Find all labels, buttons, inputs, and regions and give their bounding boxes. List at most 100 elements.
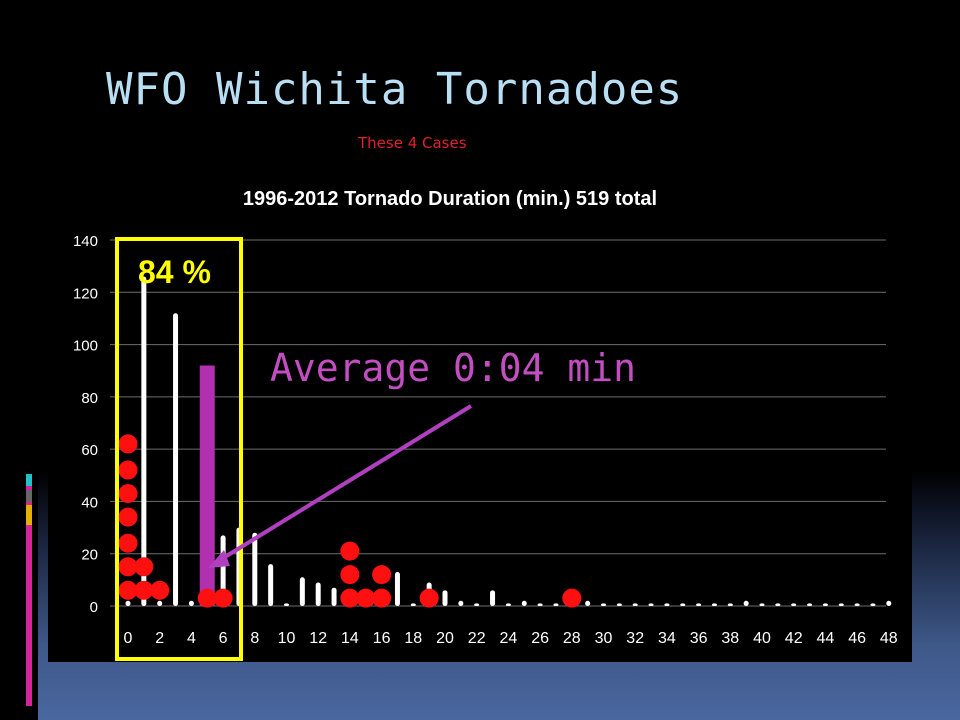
- y-tick-label: 60: [81, 442, 98, 459]
- cases-legend-label: These 4 Cases: [358, 134, 467, 152]
- x-axis-ticks: 0 2 4 6 8 10 12 14 16 18 20 22 24 26 28 30 32 34 36 38 40 42 4…: [124, 630, 898, 647]
- case-marker: [118, 580, 138, 600]
- gridlines: [110, 239, 886, 607]
- chart-canvas: 1996-2012 Tornado Duration (min.) 519 to…: [73, 188, 898, 661]
- case-marker: [213, 588, 233, 608]
- slide-title: WFO Wichita Tornadoes: [106, 64, 684, 115]
- bar: [125, 600, 131, 606]
- bar: [680, 603, 686, 606]
- case-marker: [562, 588, 582, 608]
- case-marker: [150, 580, 170, 600]
- x-tick-label: 38: [721, 630, 739, 647]
- case-marker: [134, 580, 154, 600]
- case-marker: [356, 588, 376, 608]
- bar: [141, 276, 147, 606]
- percent-callout: 84 %: [138, 254, 211, 290]
- x-tick-label: 48: [880, 630, 898, 647]
- x-tick-label: 18: [404, 630, 422, 647]
- y-tick-label: 0: [90, 599, 98, 616]
- case-marker: [118, 434, 138, 454]
- case-marker: [372, 588, 392, 608]
- case-marker: [419, 588, 439, 608]
- x-tick-label: 0: [124, 630, 133, 647]
- x-tick-label: 32: [626, 630, 644, 647]
- x-tick-label: 6: [219, 630, 228, 647]
- y-tick-label: 20: [81, 547, 98, 564]
- bar: [442, 590, 448, 606]
- case-marker: [134, 557, 154, 577]
- x-tick-label: 24: [500, 630, 518, 647]
- x-tick-label: 12: [309, 630, 327, 647]
- bar: [807, 603, 813, 606]
- bar: [743, 600, 749, 606]
- x-tick-label: 44: [817, 630, 835, 647]
- bar: [188, 600, 194, 606]
- y-tick-label: 140: [73, 233, 98, 250]
- bar: [601, 603, 606, 606]
- case-marker: [118, 557, 138, 577]
- x-tick-label: 40: [753, 630, 771, 647]
- case-marker: [197, 588, 217, 608]
- chart-title: 1996-2012 Tornado Duration (min.) 519 to…: [243, 188, 657, 210]
- case-marker: [340, 565, 360, 585]
- bar: [791, 603, 797, 606]
- bar: [505, 603, 511, 606]
- bar: [173, 313, 179, 606]
- bar: [331, 587, 337, 606]
- x-tick-label: 22: [468, 630, 486, 647]
- bar: [759, 603, 765, 606]
- average-callout: Average 0:04 min: [270, 346, 636, 390]
- y-tick-label: 80: [81, 390, 98, 407]
- bar: [315, 582, 321, 606]
- case-marker: [340, 541, 360, 561]
- case-marker: [118, 484, 138, 504]
- bar: [870, 603, 876, 606]
- bar: [616, 603, 622, 606]
- percent-callout-box: [115, 237, 243, 661]
- bar: [537, 603, 543, 606]
- x-tick-label: 8: [250, 630, 259, 647]
- bar: [886, 600, 892, 606]
- case-markers: [118, 434, 582, 608]
- x-tick-label: 28: [563, 630, 581, 647]
- y-tick-label: 100: [73, 338, 98, 355]
- bar: [648, 603, 654, 606]
- y-axis-ticks: 0 20 40 60 80 100 120 140: [73, 233, 98, 616]
- case-marker: [118, 460, 138, 480]
- bar: [521, 600, 527, 606]
- x-tick-label: 26: [531, 630, 549, 647]
- y-tick-label: 40: [81, 494, 98, 511]
- average-arrow-line: [218, 404, 473, 562]
- average-arrow-head: [208, 550, 230, 568]
- bar: [458, 600, 464, 606]
- bar: [299, 577, 305, 606]
- case-marker: [340, 588, 360, 608]
- bar: [775, 603, 781, 606]
- x-tick-label: 16: [373, 630, 391, 647]
- bar: [252, 532, 258, 606]
- x-tick-label: 36: [690, 630, 708, 647]
- x-tick-label: 2: [155, 630, 164, 647]
- decor-cyan-block: [26, 474, 32, 486]
- bar: [490, 590, 496, 606]
- x-tick-label: 14: [341, 630, 359, 647]
- bar: [632, 603, 638, 606]
- bar: [838, 603, 844, 606]
- bar: [474, 603, 480, 606]
- bar: [410, 603, 416, 606]
- bar: [664, 603, 670, 606]
- x-tick-label: 46: [848, 630, 866, 647]
- decor-pink-bar: [26, 474, 32, 706]
- bar: [553, 603, 559, 606]
- bar: [394, 572, 400, 606]
- x-tick-label: 4: [187, 630, 196, 647]
- x-tick-label: 20: [436, 630, 454, 647]
- x-tick-label: 30: [595, 630, 613, 647]
- decorative-bars: [26, 474, 32, 706]
- bar: [854, 603, 860, 606]
- x-tick-label: 42: [785, 630, 803, 647]
- case-marker: [118, 507, 138, 527]
- bar: [268, 564, 274, 606]
- bar: [711, 603, 717, 606]
- highlight-bar: [199, 365, 215, 606]
